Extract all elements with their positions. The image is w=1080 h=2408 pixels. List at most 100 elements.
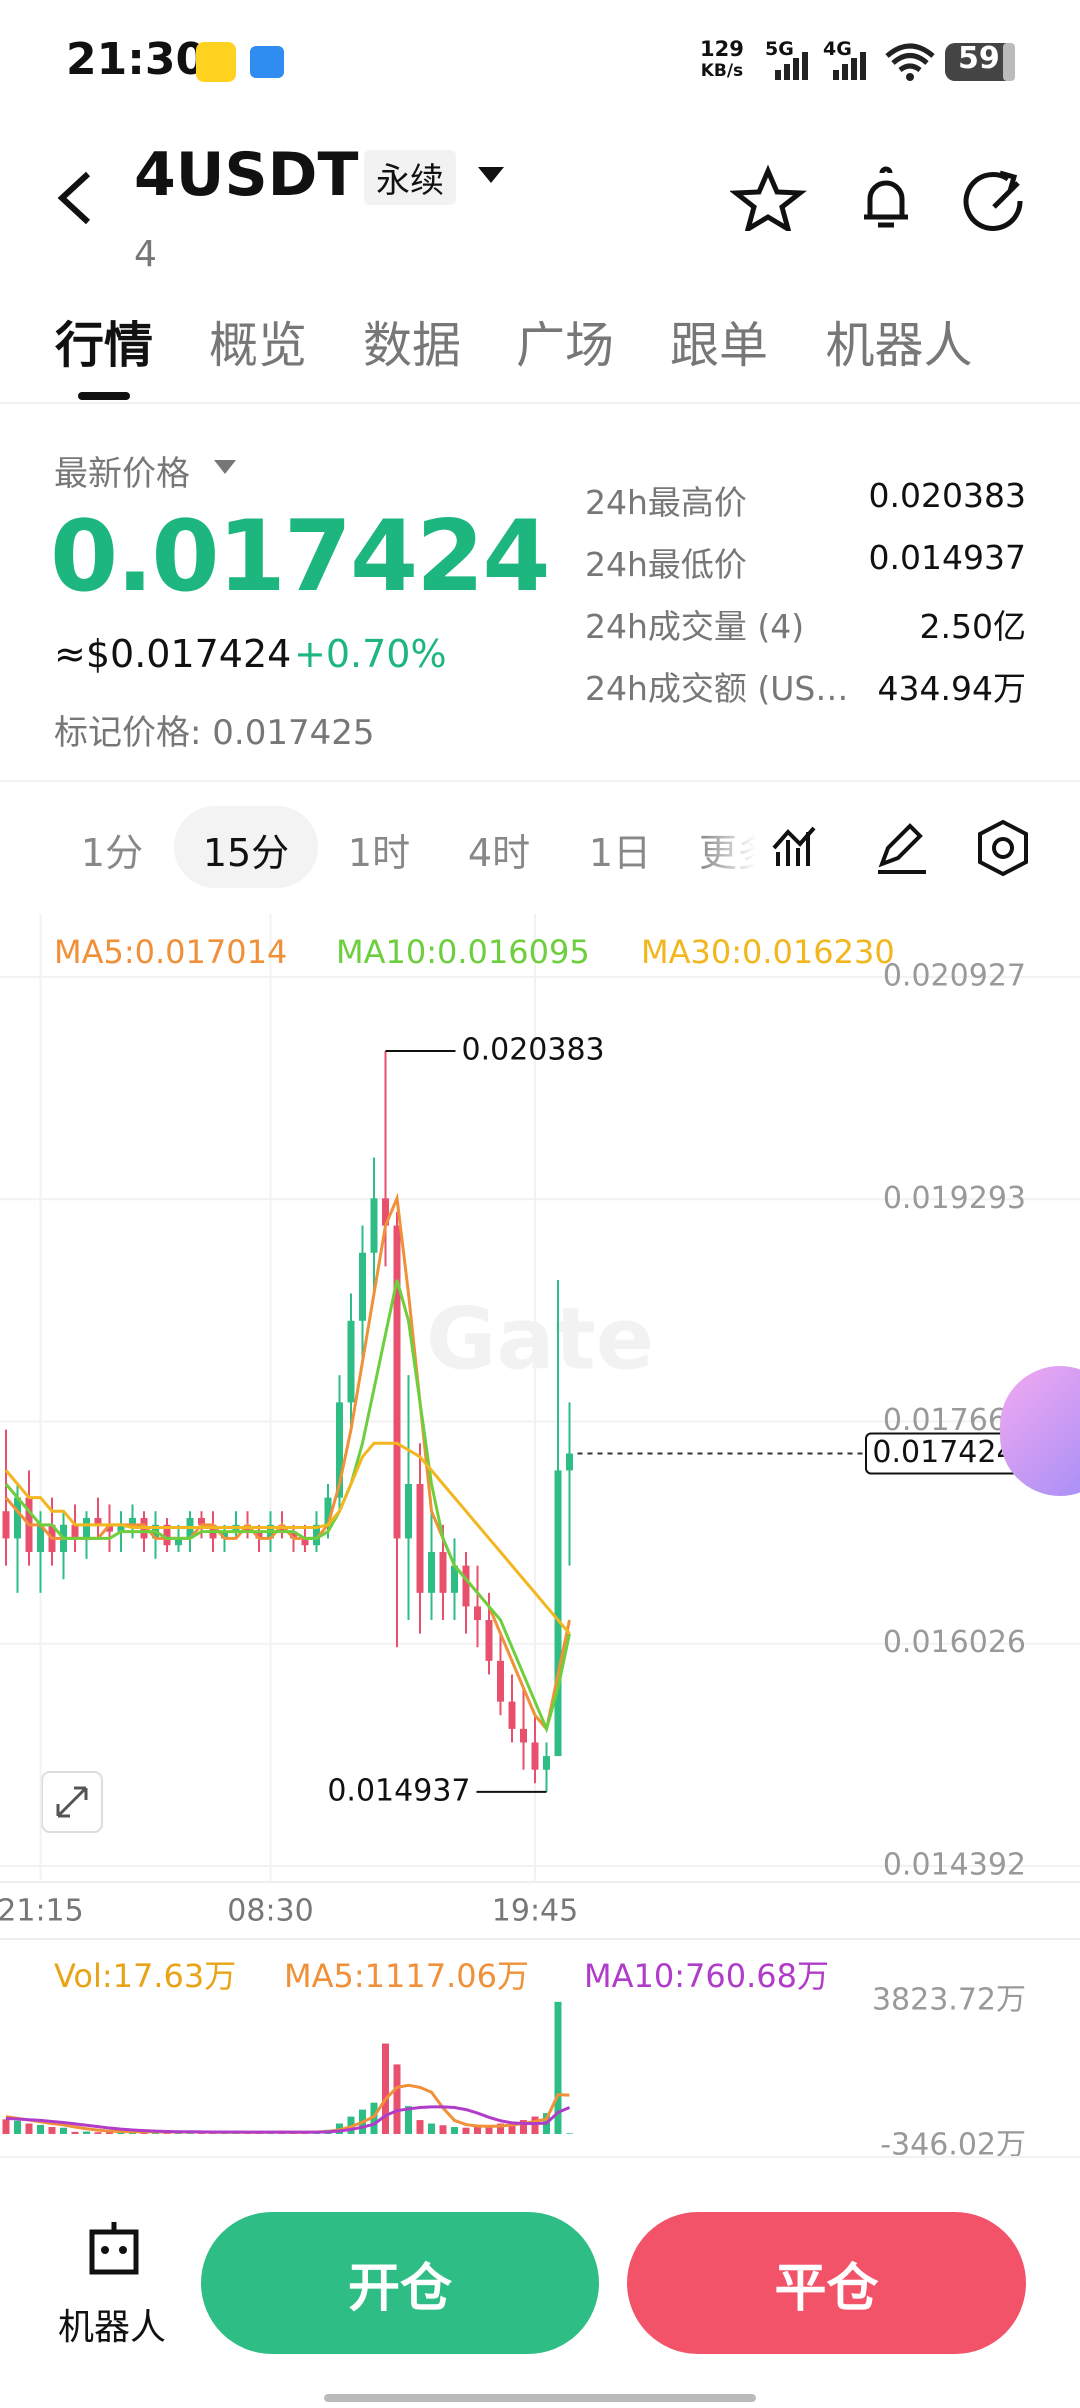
close-button[interactable]: 平仓 <box>627 2212 1026 2354</box>
price-label[interactable]: 最新价格 <box>54 454 190 494</box>
divider <box>0 402 1080 404</box>
volume-bar <box>416 2120 424 2134</box>
chart-tools <box>772 819 1028 877</box>
tab[interactable]: 广场 <box>515 317 615 374</box>
candle-body <box>198 1518 205 1525</box>
volume-bar <box>531 2116 539 2134</box>
candle-body <box>474 1606 481 1621</box>
candle-body <box>370 1198 378 1253</box>
divider <box>0 2156 1080 2158</box>
contract-tag[interactable]: 永续 <box>364 150 456 205</box>
last-price-label: 0.017424 <box>872 1435 1015 1470</box>
net-speed: 129 KB/s <box>700 38 744 82</box>
ma-line <box>4 1279 571 1734</box>
candle-body <box>324 1497 332 1525</box>
candle-body <box>163 1524 171 1546</box>
interval[interactable]: 1分 <box>80 831 144 875</box>
legend-entry: MA10:0.016095 <box>336 933 590 971</box>
y-tick-label: 3823.72万 <box>872 1983 1026 2018</box>
robot-icon[interactable] <box>84 2218 144 2282</box>
x-tick-label: 08:30 <box>227 1894 313 1929</box>
volume-bar <box>474 2126 481 2134</box>
net-label: 5G <box>765 38 794 60</box>
candle-body <box>451 1565 458 1593</box>
alert[interactable] <box>864 166 908 228</box>
low-label: 0.014937 <box>327 1773 470 1808</box>
candle-body <box>313 1524 320 1546</box>
stat-value: 0.014937 <box>868 538 1026 577</box>
robot-label[interactable]: 机器人 <box>58 2307 167 2348</box>
volume-bar <box>60 2127 67 2134</box>
y-tick-label: 0.020927 <box>883 959 1026 994</box>
net-speed-unit: KB/s <box>700 61 744 81</box>
legend-entry: MA5:1117.06万 <box>284 1957 529 1995</box>
volume-bar <box>439 2125 447 2134</box>
candle-body <box>508 1701 516 1729</box>
y-tick-label: -346.02万 <box>880 2128 1026 2159</box>
volume-bar <box>451 2127 458 2134</box>
volume-bar <box>94 2132 102 2134</box>
candle-body <box>290 1531 297 1539</box>
candle-body <box>106 1524 113 1532</box>
stat-value: 434.94万 <box>877 669 1026 708</box>
interval[interactable]: 15分 <box>202 831 290 875</box>
favorite[interactable] <box>730 165 807 231</box>
interval-highlight <box>174 806 318 888</box>
candle-body <box>83 1518 90 1539</box>
settings[interactable] <box>978 819 1028 877</box>
stat-label: 24h成交额 (US… <box>585 669 849 708</box>
tab[interactable]: 行情 <box>54 317 154 374</box>
candle-body <box>175 1538 182 1546</box>
assistant-bubble[interactable] <box>1000 1366 1080 1496</box>
candle-body <box>416 1484 424 1593</box>
interval[interactable]: 4时 <box>467 831 531 875</box>
candle-body <box>14 1497 21 1539</box>
tab[interactable]: 跟单 <box>669 317 769 374</box>
tab[interactable]: 概览 <box>208 317 308 374</box>
volume-bar <box>25 2123 33 2134</box>
legend-entry: MA5:0.017014 <box>54 933 287 971</box>
volume-bar <box>71 2131 79 2134</box>
candle-body <box>221 1531 228 1539</box>
stat-value: 2.50亿 <box>919 607 1026 646</box>
stat-value: 0.020383 <box>868 476 1026 515</box>
candle-body <box>71 1524 79 1539</box>
y-tick-label: 0.014392 <box>883 1848 1026 1883</box>
volume-bar <box>554 2001 562 2134</box>
candle-body <box>531 1742 539 1770</box>
tab-indicator <box>78 392 130 400</box>
candle-body <box>566 1453 573 1471</box>
draw-tool[interactable] <box>878 823 926 874</box>
candle-body <box>94 1518 102 1525</box>
stat-label: 24h最低价 <box>585 545 747 584</box>
x-tick-label: 21:15 <box>0 1894 84 1929</box>
legend-entry: MA30:0.016230 <box>641 933 895 971</box>
subtitle: 4 <box>134 234 157 275</box>
back-button[interactable] <box>50 168 100 228</box>
open-button[interactable]: 开仓 <box>201 2212 599 2354</box>
candle-body <box>336 1402 343 1498</box>
share[interactable] <box>963 170 1023 231</box>
home-indicator <box>324 2394 756 2402</box>
volume-bar <box>485 2124 493 2134</box>
legend-entry: MA10:760.68万 <box>584 1957 829 1995</box>
interval[interactable]: 1时 <box>347 831 411 875</box>
fade <box>700 800 780 890</box>
candle-body <box>405 1484 412 1539</box>
tab[interactable]: 数据 <box>362 317 462 374</box>
candle-body <box>439 1552 447 1593</box>
dropdown-arrow[interactable] <box>212 458 238 476</box>
candle-body <box>428 1552 435 1593</box>
candle-body <box>117 1524 125 1532</box>
candle-body <box>301 1538 309 1546</box>
candle-body <box>2 1511 10 1539</box>
stat-label: 24h最高价 <box>585 483 747 522</box>
volume-bar <box>370 2102 378 2134</box>
volume-bar <box>497 2123 504 2134</box>
header-actions <box>730 165 1023 231</box>
indicator-tool[interactable] <box>772 826 816 866</box>
interval[interactable]: 1日 <box>588 831 652 875</box>
tab[interactable]: 机器人 <box>825 317 973 374</box>
dropdown-arrow[interactable] <box>476 165 506 185</box>
